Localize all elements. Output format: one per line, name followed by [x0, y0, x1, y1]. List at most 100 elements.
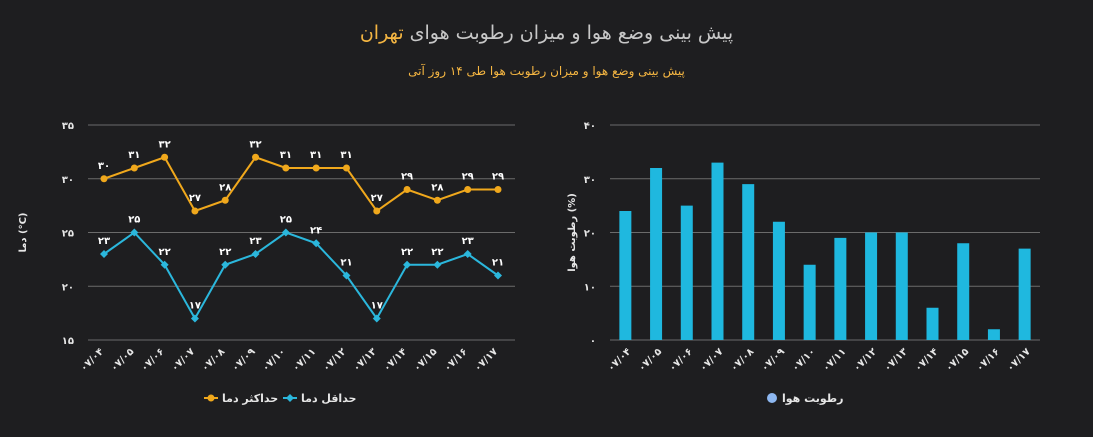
min-temp-data-label: ۲۲ [401, 247, 413, 258]
humidity-x-tick: ۰۷/۱۶ [974, 346, 1002, 374]
min-temp-point [190, 314, 199, 323]
max-temp-point [373, 207, 381, 215]
min-temp-data-label: ۲۲ [431, 247, 443, 258]
min-temp-point [130, 228, 139, 237]
temp-x-tick: ۰۷/۱۳ [351, 346, 379, 374]
temp-x-tick: ۰۷/۱۱ [291, 346, 319, 374]
temp-y-tick: ۲۰ [62, 282, 74, 293]
temp-y-tick: ۱۵ [62, 336, 74, 347]
min-temp-data-label: ۱۷ [189, 301, 201, 312]
max-temp-data-label: ۳۱ [128, 150, 140, 161]
humidity-bar [957, 243, 970, 340]
temp-x-tick: ۰۷/۱۶ [442, 346, 470, 374]
min-temp-data-label: ۲۵ [280, 215, 292, 226]
min-temp-point [251, 250, 260, 258]
min-temp-point [100, 250, 108, 258]
humidity-bar [1018, 248, 1031, 340]
humidity-x-tick: ۰۷/۰۵ [637, 346, 665, 374]
humidity-x-tick: ۰۷/۰۹ [759, 346, 787, 374]
max-temp-point [191, 207, 199, 215]
humidity-bar [803, 264, 816, 340]
chart-title: پیش بینی وضع هوا و میزان رطوبت هوای تهرا… [0, 22, 1093, 44]
min-temp-point [342, 271, 351, 280]
temp-x-tick: ۰۷/۱۴ [382, 346, 410, 374]
humidity-bar [680, 205, 693, 340]
temp-y-axis-label: دما (°C) [18, 212, 29, 252]
humidity-x-tick: ۰۷/۱۷ [1005, 346, 1033, 374]
humidity-x-tick: ۰۷/۱۲ [852, 346, 880, 374]
min-temp-data-label: ۲۳ [462, 236, 474, 247]
min-temp-data-label: ۱۷ [371, 301, 383, 312]
max-temp-data-label: ۲۹ [462, 172, 474, 183]
max-temp-data-label: ۲۸ [219, 182, 231, 193]
chart-subtitle: پیش بینی وضع هوا و میزان رطوبت هوا طی ۱۴… [408, 64, 685, 78]
max-temp-point [221, 196, 229, 204]
max-temp-data-label: ۲۷ [371, 193, 383, 204]
min-temp-point [463, 250, 472, 258]
humidity-x-tick: ۰۷/۱۴ [913, 346, 941, 374]
humidity-x-tick: ۰۷/۱۳ [882, 346, 910, 374]
max-temp-point [433, 196, 441, 204]
min-temp-data-label: ۲۳ [249, 236, 261, 247]
min-temp-data-label: ۲۳ [98, 236, 110, 247]
max-temp-data-label: ۲۹ [492, 172, 504, 183]
temp-x-tick: ۰۷/۰۵ [109, 346, 137, 374]
max-temp-data-label: ۲۸ [431, 182, 443, 193]
min-temp-point [372, 314, 381, 323]
max-temp-point [161, 153, 169, 161]
max-temp-line [103, 156, 498, 213]
legend-humidity-label: رطوبت هوا [782, 392, 844, 405]
humidity-x-tick: ۰۷/۱۱ [821, 346, 849, 374]
legend-max-temp-label: حداکثر دما [222, 392, 278, 405]
max-temp-point [342, 164, 350, 172]
max-temp-data-label: ۳۱ [340, 150, 352, 161]
legend-max-temp-marker [207, 394, 215, 402]
max-temp-point [282, 164, 290, 172]
min-temp-point [281, 228, 290, 237]
min-temp-data-label: ۲۴ [310, 225, 322, 236]
min-temp-line [103, 231, 499, 321]
temp-x-tick: ۰۷/۰۸ [200, 346, 228, 374]
min-temp-point [221, 260, 230, 269]
temp-y-tick: ۲۵ [62, 229, 74, 240]
humidity-x-tick: ۰۷/۱۰ [790, 346, 818, 374]
temp-x-tick: ۰۷/۰۶ [139, 346, 167, 374]
temp-x-tick: ۰۷/۰۷ [169, 346, 197, 374]
humidity-x-tick: ۰۷/۰۶ [667, 346, 695, 374]
humidity-y-axis-label: رطوبت هوا (%) [567, 193, 578, 272]
max-temp-point [130, 164, 138, 172]
humidity-bar [742, 184, 755, 340]
max-temp-data-label: ۳۲ [249, 139, 261, 150]
max-temp-point [403, 186, 411, 193]
max-temp-point [100, 175, 108, 183]
humidity-y-tick: ۴۰ [584, 121, 596, 132]
humidity-bar [711, 162, 724, 340]
legend-humidity-marker [767, 393, 777, 403]
max-temp-data-label: ۳۱ [280, 150, 292, 161]
max-temp-data-label: ۳۱ [310, 150, 322, 161]
legend-min-temp-marker [286, 394, 294, 402]
max-temp-data-label: ۳۰ [98, 161, 110, 172]
min-temp-data-label: ۲۲ [219, 247, 231, 258]
temp-x-tick: ۰۷/۱۷ [472, 346, 500, 374]
humidity-bar [926, 307, 939, 340]
max-temp-data-label: ۳۲ [159, 139, 171, 150]
humidity-bar [772, 221, 785, 340]
min-temp-point [403, 260, 412, 269]
temp-x-tick: ۰۷/۱۵ [412, 346, 440, 374]
title-prefix: پیش بینی وضع هوا و میزان رطوبت هوای [403, 22, 734, 44]
humidity-bar [895, 232, 908, 340]
min-temp-point [312, 239, 321, 248]
max-temp-point [252, 153, 260, 161]
humidity-x-tick: ۰۷/۰۸ [729, 346, 757, 374]
min-temp-data-label: ۲۱ [340, 258, 352, 269]
max-temp-point [464, 186, 472, 193]
temp-x-tick: ۰۷/۱۰ [260, 346, 288, 374]
temp-x-tick: ۰۷/۰۹ [230, 346, 258, 374]
min-temp-point [494, 271, 502, 280]
temp-y-tick: ۳۵ [62, 121, 74, 132]
min-temp-data-label: ۲۱ [492, 258, 504, 269]
